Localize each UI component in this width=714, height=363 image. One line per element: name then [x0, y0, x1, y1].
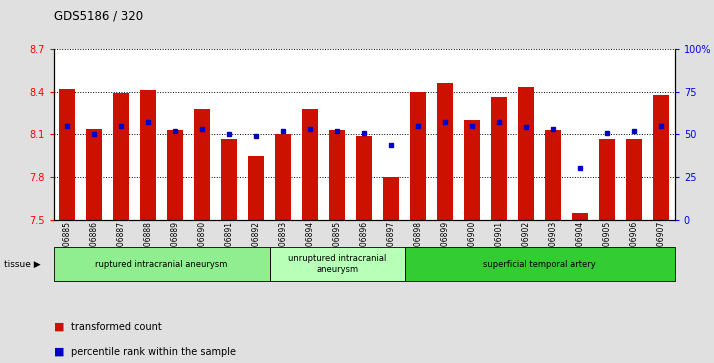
Bar — [194, 109, 210, 220]
Bar — [518, 87, 534, 220]
Text: unruptured intracranial
aneurysm: unruptured intracranial aneurysm — [288, 254, 386, 274]
Bar — [248, 156, 264, 220]
Text: ruptured intracranial aneurysm: ruptured intracranial aneurysm — [96, 260, 228, 269]
Bar — [491, 97, 507, 220]
Bar — [572, 212, 588, 220]
Bar — [410, 91, 426, 220]
FancyBboxPatch shape — [54, 247, 270, 281]
Text: tissue ▶: tissue ▶ — [4, 260, 40, 269]
Bar — [113, 93, 129, 220]
Bar — [545, 130, 561, 220]
Bar — [302, 109, 318, 220]
Bar — [167, 130, 183, 220]
FancyBboxPatch shape — [405, 247, 675, 281]
Bar — [275, 134, 291, 220]
Text: percentile rank within the sample: percentile rank within the sample — [71, 347, 236, 357]
Bar — [464, 120, 481, 220]
Bar — [437, 83, 453, 220]
Bar — [86, 129, 102, 220]
Bar — [653, 94, 669, 220]
Text: ■: ■ — [54, 322, 64, 332]
Text: superficial temporal artery: superficial temporal artery — [483, 260, 596, 269]
Text: GDS5186 / 320: GDS5186 / 320 — [54, 9, 143, 22]
Text: transformed count: transformed count — [71, 322, 162, 332]
Bar — [140, 90, 156, 220]
Text: ■: ■ — [54, 347, 64, 357]
Bar — [356, 136, 372, 220]
Bar — [221, 139, 237, 220]
Bar — [59, 89, 75, 220]
Bar — [329, 130, 346, 220]
Bar — [626, 139, 643, 220]
Bar — [599, 139, 615, 220]
Bar — [383, 177, 399, 220]
FancyBboxPatch shape — [270, 247, 405, 281]
